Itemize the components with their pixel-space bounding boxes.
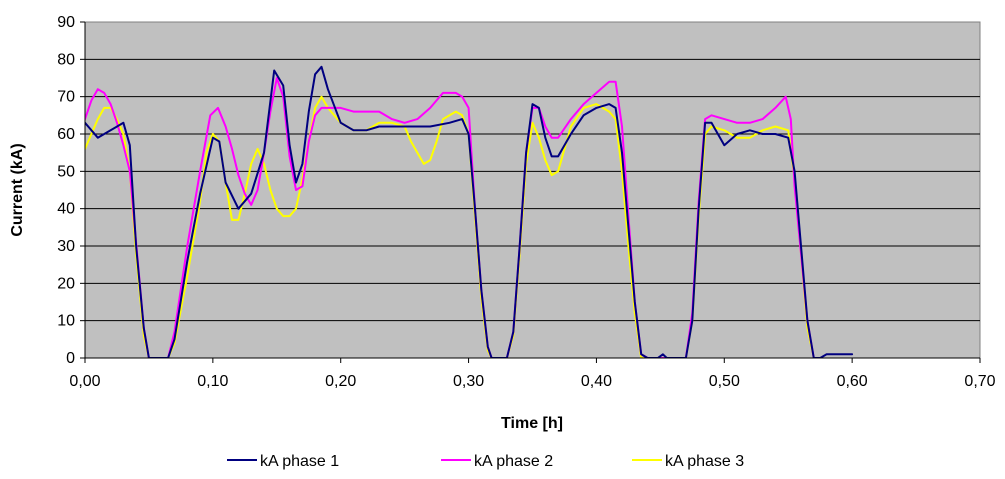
y-tick-label: 90 — [57, 14, 75, 31]
legend-item: kA phase 2 — [441, 453, 553, 470]
series-line-phase-1 — [85, 65, 854, 358]
x-tick-label: 0,30 — [453, 373, 484, 390]
y-tick-label: 10 — [57, 313, 75, 330]
legend-item: kA phase 3 — [632, 453, 744, 470]
gridlines — [85, 58, 980, 322]
x-axis-ticks: 0,00 0,10 0,20 0,30 0,40 0,50 0,60 0,70 — [69, 357, 996, 390]
legend-label: kA phase 2 — [474, 453, 553, 470]
y-axis-title: Current (kA) — [9, 143, 26, 236]
series-layer — [85, 65, 854, 358]
plot-area — [84, 21, 981, 359]
y-axis-ticks: 0 10 20 30 40 50 60 70 80 90 — [57, 14, 86, 367]
x-tick-label: 0,40 — [581, 373, 612, 390]
y-tick-label: 60 — [57, 126, 75, 143]
x-tick-label: 0,20 — [325, 373, 356, 390]
x-tick-label: 0,60 — [837, 373, 868, 390]
x-tick-label: 0,50 — [709, 373, 740, 390]
x-tick-label: 0,00 — [69, 373, 100, 390]
legend-label: kA phase 3 — [665, 453, 744, 470]
legend: kA phase 1 kA phase 2 kA phase 3 — [227, 453, 744, 470]
x-tick-label: 0,70 — [964, 373, 995, 390]
x-tick-label: 0,10 — [197, 373, 228, 390]
y-tick-label: 20 — [57, 275, 75, 292]
y-tick-label: 0 — [66, 350, 75, 367]
y-tick-label: 80 — [57, 51, 75, 68]
legend-item: kA phase 1 — [227, 453, 339, 470]
y-tick-label: 70 — [57, 89, 75, 106]
y-tick-label: 50 — [57, 163, 75, 180]
y-tick-label: 30 — [57, 238, 75, 255]
y-tick-label: 40 — [57, 201, 75, 218]
legend-label: kA phase 1 — [260, 453, 339, 470]
x-axis-title: Time [h] — [501, 415, 563, 432]
